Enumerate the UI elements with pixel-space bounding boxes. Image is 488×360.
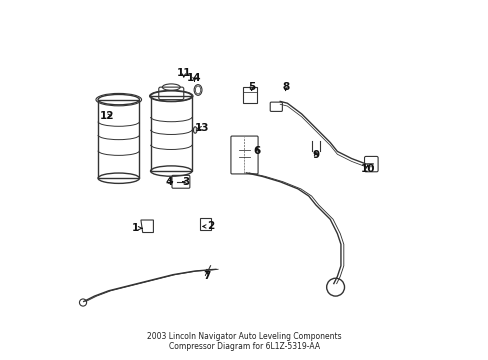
Text: 7: 7 (203, 271, 210, 282)
Text: 8: 8 (282, 82, 288, 92)
Text: 2: 2 (203, 221, 214, 231)
Ellipse shape (193, 127, 197, 133)
Text: 10: 10 (360, 164, 374, 174)
Text: 14: 14 (187, 73, 202, 83)
Text: 9: 9 (312, 150, 319, 160)
Text: 5: 5 (247, 82, 255, 92)
Text: 3: 3 (182, 177, 189, 187)
Text: 12: 12 (100, 111, 114, 121)
Text: 2003 Lincoln Navigator Auto Leveling Components
Compressor Diagram for 6L1Z-5319: 2003 Lincoln Navigator Auto Leveling Com… (147, 332, 341, 351)
Text: 1: 1 (132, 223, 142, 233)
Text: 11: 11 (176, 68, 191, 78)
Text: 4: 4 (165, 177, 173, 187)
Text: 6: 6 (253, 147, 260, 157)
Text: 13: 13 (194, 123, 208, 133)
